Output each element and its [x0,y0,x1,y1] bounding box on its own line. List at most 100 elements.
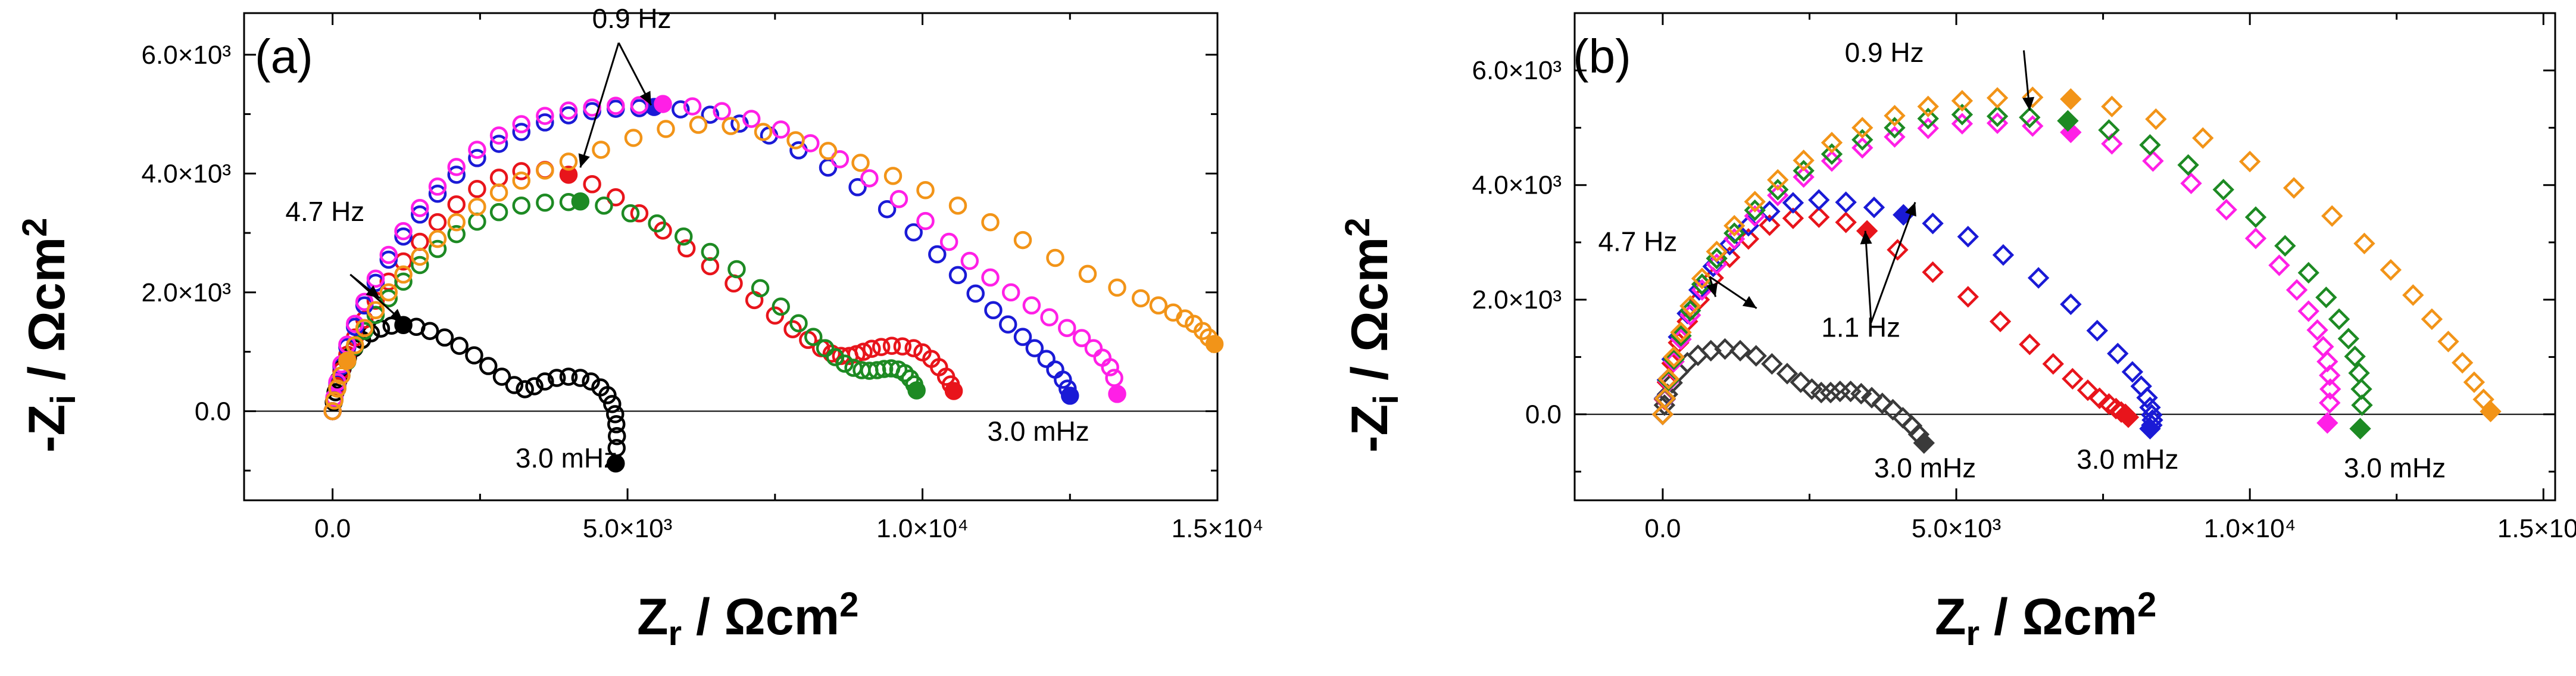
data-point [1992,244,2015,266]
data-point [607,415,626,434]
data-point [672,100,690,119]
data-point [2244,228,2267,250]
data-point [783,320,802,338]
data-point [1714,338,1736,360]
data-point [2321,205,2343,227]
annotation-arrowhead [1742,296,1757,309]
data-point [1744,191,1766,213]
data-point [1101,358,1119,376]
annotation-arrow [579,42,620,168]
data-point [677,239,696,258]
data-point [1793,160,1815,182]
data-point [878,200,897,219]
data-point [420,322,439,340]
data-point [621,204,640,223]
data-point [428,229,447,248]
data-point [830,150,850,169]
data-point [512,196,530,215]
data-point [1176,309,1194,328]
x-axis-title-b: Zr / Ωcm2 [1935,585,2156,653]
data-point [379,245,398,264]
data-point [2142,150,2164,172]
data-point [1670,325,1692,347]
y-tick-label: 4.0×10³ [1472,171,1562,200]
data-point [1922,261,1944,284]
y-tick-label: 2.0×10³ [1472,285,1562,314]
annotation-arrowhead [578,153,590,168]
annotation-arrows-b [1706,50,2035,323]
data-point [559,101,578,120]
data-point [816,339,835,357]
data-point [1022,296,1041,315]
data-point [1835,211,1857,233]
data-point [1917,107,1939,130]
data-series-b [1651,86,2502,454]
data-point [525,377,544,395]
data-point [1663,348,1685,370]
data-point [2062,367,2084,390]
data-point [2451,351,2474,374]
data-point [2042,353,2064,375]
data-point [966,284,985,303]
data-point [751,279,770,298]
data-point [1058,319,1076,337]
data-point [835,354,854,373]
data-point [1808,206,1830,228]
y-tick-label: 6.0×10³ [142,41,231,70]
data-point [607,96,625,115]
plot-frame-a [243,12,1219,501]
data-point [948,266,967,285]
data-point [571,192,590,211]
data-point [346,336,364,354]
data-point [893,337,912,356]
data-point [603,395,622,413]
data-point [895,364,914,382]
data-point [1986,105,2009,127]
data-point [1782,207,1804,229]
data-point [435,328,454,347]
data-point [1957,286,1979,308]
series-black [323,316,626,473]
data-point [657,120,675,138]
data-point [1013,328,1032,346]
data-point [606,405,625,423]
series-magenta [323,95,1126,420]
data-point [595,196,613,215]
data-point [2480,400,2502,423]
x-tick-label: 0.0 [314,514,351,543]
data-point [547,369,566,387]
data-point [1851,117,1874,139]
data-point [468,149,486,167]
data-point [1759,214,1781,236]
annotation-label: 0.9 Hz [1845,37,1924,68]
data-point [984,301,1003,320]
data-point [2086,319,2108,342]
data-point [766,306,785,325]
data-point [592,141,610,159]
series-blue [323,98,1079,420]
data-point [1884,105,1906,127]
series-orange [323,116,1224,420]
data-point [325,391,344,410]
data-point [1913,432,1935,454]
data-point [2180,172,2202,195]
annotation-label: 1.1 Hz [1821,312,1900,343]
data-point [394,227,413,246]
data-point [786,131,805,149]
data-point [583,175,601,194]
data-point [465,346,483,365]
data-point [489,135,508,153]
data-point [904,339,923,357]
data-point [1040,308,1058,327]
data-point [648,214,666,233]
data-point [722,117,740,135]
data-point [1013,230,1032,250]
data-point [1706,241,1728,263]
data-point [1821,132,1843,154]
data-point [1793,149,1815,172]
data-point [674,227,693,246]
data-point [1884,126,1906,148]
data-point [2380,258,2402,281]
annotation-label: 0.9 Hz [592,3,672,34]
data-point [2316,412,2338,434]
